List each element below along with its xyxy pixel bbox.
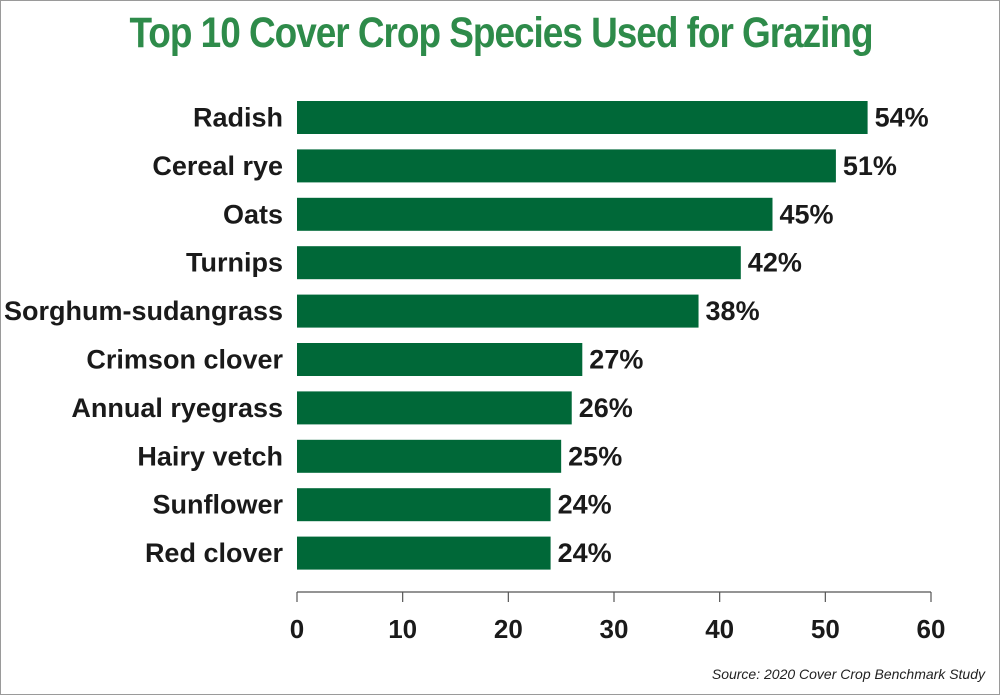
category-label: Red clover <box>145 538 284 568</box>
value-label: 24% <box>558 490 612 520</box>
bar <box>297 101 868 134</box>
category-label: Oats <box>223 199 283 229</box>
category-label: Annual ryegrass <box>71 393 283 423</box>
x-tick-label: 10 <box>388 614 417 644</box>
bar <box>297 536 551 570</box>
source-note: Source: 2020 Cover Crop Benchmark Study <box>711 666 985 682</box>
x-tick-label: 0 <box>290 614 304 644</box>
x-tick-label: 60 <box>917 614 946 644</box>
category-label: Sorghum-sudangrass <box>4 296 283 326</box>
category-label: Turnips <box>186 248 283 278</box>
category-label: Crimson clover <box>86 345 283 375</box>
x-tick-label: 50 <box>811 614 840 644</box>
x-tick-label: 30 <box>600 614 629 644</box>
value-label: 54% <box>875 103 929 133</box>
bar <box>297 391 572 425</box>
value-label: 25% <box>568 441 622 471</box>
x-tick-label: 40 <box>705 614 734 644</box>
bar <box>297 149 836 183</box>
bar <box>297 197 773 231</box>
value-label: 51% <box>843 151 897 181</box>
value-label: 27% <box>589 345 643 375</box>
value-label: 45% <box>780 199 834 229</box>
bar <box>297 343 583 376</box>
bar <box>297 246 741 280</box>
category-label: Sunflower <box>152 490 283 520</box>
value-label: 26% <box>579 393 633 423</box>
category-label: Hairy vetch <box>137 441 283 471</box>
bar <box>297 439 562 473</box>
category-label: Radish <box>193 103 283 133</box>
value-label: 42% <box>748 248 802 278</box>
chart-title: Top 10 Cover Crop Species Used for Grazi… <box>129 9 873 57</box>
value-label: 24% <box>558 538 612 568</box>
x-tick-label: 20 <box>494 614 523 644</box>
value-label: 38% <box>706 296 760 326</box>
bar <box>297 294 699 328</box>
category-label: Cereal rye <box>152 151 283 181</box>
bar <box>297 488 551 522</box>
